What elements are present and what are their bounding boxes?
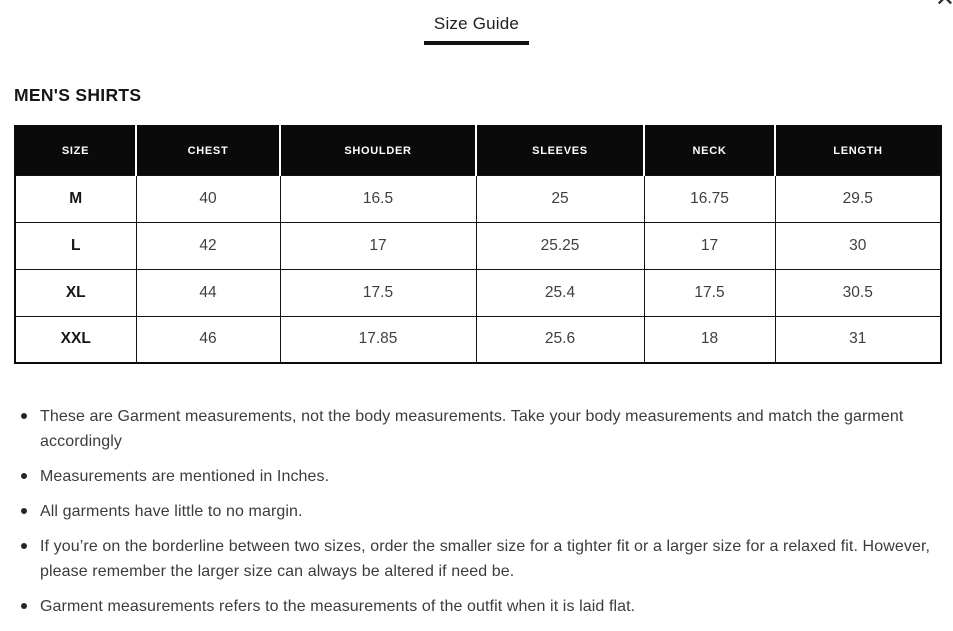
table-row: XXL 46 17.85 25.6 18 31 bbox=[14, 315, 942, 364]
column-header-shoulder: SHOULDER bbox=[279, 126, 476, 175]
neck-cell: 17 bbox=[643, 221, 776, 270]
length-cell: 30 bbox=[774, 221, 942, 270]
chest-cell: 42 bbox=[135, 221, 281, 270]
length-cell: 31 bbox=[774, 315, 942, 364]
column-header-sleeves: SLEEVES bbox=[475, 126, 644, 175]
length-cell: 29.5 bbox=[774, 174, 942, 223]
table-header-row: SIZE CHEST SHOULDER SLEEVES NECK LENGTH bbox=[15, 126, 941, 175]
dialog-header: Size Guide ✕ bbox=[0, 0, 953, 45]
neck-cell: 18 bbox=[643, 315, 776, 364]
note-item: All garments have little to no margin. bbox=[18, 499, 940, 524]
note-item: Garment measurements refers to the measu… bbox=[18, 594, 940, 619]
chest-cell: 46 bbox=[135, 315, 281, 364]
neck-cell: 16.75 bbox=[643, 174, 776, 223]
note-item: Measurements are mentioned in Inches. bbox=[18, 464, 940, 489]
column-header-length: LENGTH bbox=[774, 126, 941, 175]
notes-section: These are Garment measurements, not the … bbox=[18, 404, 940, 619]
note-item: These are Garment measurements, not the … bbox=[18, 404, 940, 454]
note-item: If you’re on the borderline between two … bbox=[18, 534, 940, 584]
size-cell: XXL bbox=[14, 315, 137, 364]
chest-cell: 44 bbox=[135, 268, 281, 317]
column-header-chest: CHEST bbox=[135, 126, 280, 175]
sleeves-cell: 25.4 bbox=[475, 268, 645, 317]
shoulder-cell: 17.85 bbox=[279, 315, 477, 364]
page-title: Size Guide bbox=[433, 14, 520, 33]
neck-cell: 17.5 bbox=[643, 268, 776, 317]
shoulder-cell: 16.5 bbox=[279, 174, 477, 223]
size-chart-table: SIZE CHEST SHOULDER SLEEVES NECK LENGTH … bbox=[14, 125, 942, 364]
size-cell: XL bbox=[14, 268, 137, 317]
length-cell: 30.5 bbox=[774, 268, 942, 317]
shoulder-cell: 17.5 bbox=[279, 268, 477, 317]
table-row: L 42 17 25.25 17 30 bbox=[14, 221, 942, 270]
column-header-neck: NECK bbox=[643, 126, 775, 175]
table-row: M 40 16.5 25 16.75 29.5 bbox=[14, 174, 942, 223]
close-icon[interactable]: ✕ bbox=[935, 0, 953, 10]
section-heading-mens-shirts: MEN'S SHIRTS bbox=[14, 85, 142, 105]
column-header-size: SIZE bbox=[15, 126, 136, 175]
table-row: XL 44 17.5 25.4 17.5 30.5 bbox=[14, 268, 942, 317]
chest-cell: 40 bbox=[135, 174, 281, 223]
size-cell: L bbox=[14, 221, 137, 270]
sleeves-cell: 25.6 bbox=[475, 315, 645, 364]
size-cell: M bbox=[14, 174, 137, 223]
shoulder-cell: 17 bbox=[279, 221, 477, 270]
title-underline bbox=[424, 41, 529, 45]
sleeves-cell: 25.25 bbox=[475, 221, 645, 270]
notes-list: These are Garment measurements, not the … bbox=[18, 404, 940, 619]
sleeves-cell: 25 bbox=[475, 174, 645, 223]
